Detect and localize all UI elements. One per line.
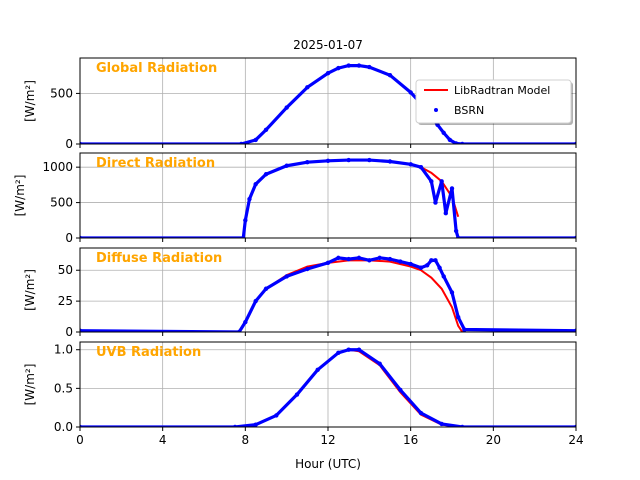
y-tick-label: 0 — [65, 137, 73, 151]
series-line-bsrn — [80, 63, 576, 144]
legend-box — [415, 79, 572, 124]
x-tick-label: 0 — [76, 433, 84, 447]
legend: LibRadtran Model BSRN — [415, 79, 573, 125]
y-axis-label: [W/m²] — [13, 175, 27, 217]
series-line-bsrn — [80, 256, 576, 332]
legend-obs-label: BSRN — [454, 104, 484, 117]
panel-1: 0 500 Global Radiation [W/m²] — [23, 57, 577, 151]
y-tick-label: 50 — [58, 263, 73, 277]
y-tick-label: 0.5 — [54, 381, 73, 395]
y-tick-label: 0 — [65, 231, 73, 245]
panel-4: 0.0 0.5 1.0 0 4 8 12 16 20 24 UVB Radiation [W/m²] — [23, 341, 584, 447]
x-tick-label: 12 — [320, 433, 335, 447]
y-tick-label: 1.0 — [54, 343, 73, 357]
legend-model-label: LibRadtran Model — [454, 84, 550, 97]
panel-3: 0 25 50 Diffuse Radiation [W/m²] — [23, 247, 577, 339]
y-tick-label: 0.0 — [54, 420, 73, 434]
y-tick-label: 500 — [50, 86, 73, 100]
panel-label: Diffuse Radiation — [96, 251, 222, 266]
panel-label: UVB Radiation — [96, 345, 201, 360]
x-tick-label: 4 — [159, 433, 167, 447]
y-axis-label: [W/m²] — [23, 80, 37, 122]
series-line-bsrn — [80, 348, 576, 427]
x-tick-label: 8 — [242, 433, 250, 447]
x-tick-label: 20 — [486, 433, 501, 447]
y-tick-label: 25 — [58, 294, 73, 308]
x-tick-label: 16 — [403, 433, 418, 447]
y-axis-label: [W/m²] — [23, 364, 37, 406]
panel-label: Global Radiation — [96, 61, 217, 76]
y-tick-label: 1000 — [42, 160, 73, 174]
panel-2: 0 500 1000 Direct Radiation [W/m²] — [13, 152, 577, 245]
series-line-bsrn — [80, 158, 576, 238]
legend-obs-swatch — [434, 108, 438, 112]
figure-title: 2025-01-07 — [293, 38, 363, 52]
y-tick-label: 500 — [50, 196, 73, 210]
y-axis-label: [W/m²] — [23, 269, 37, 311]
panel-label: Direct Radiation — [96, 156, 215, 171]
x-axis-label: Hour (UTC) — [295, 457, 361, 471]
y-tick-label: 0 — [65, 325, 73, 339]
x-tick-label: 24 — [568, 433, 583, 447]
